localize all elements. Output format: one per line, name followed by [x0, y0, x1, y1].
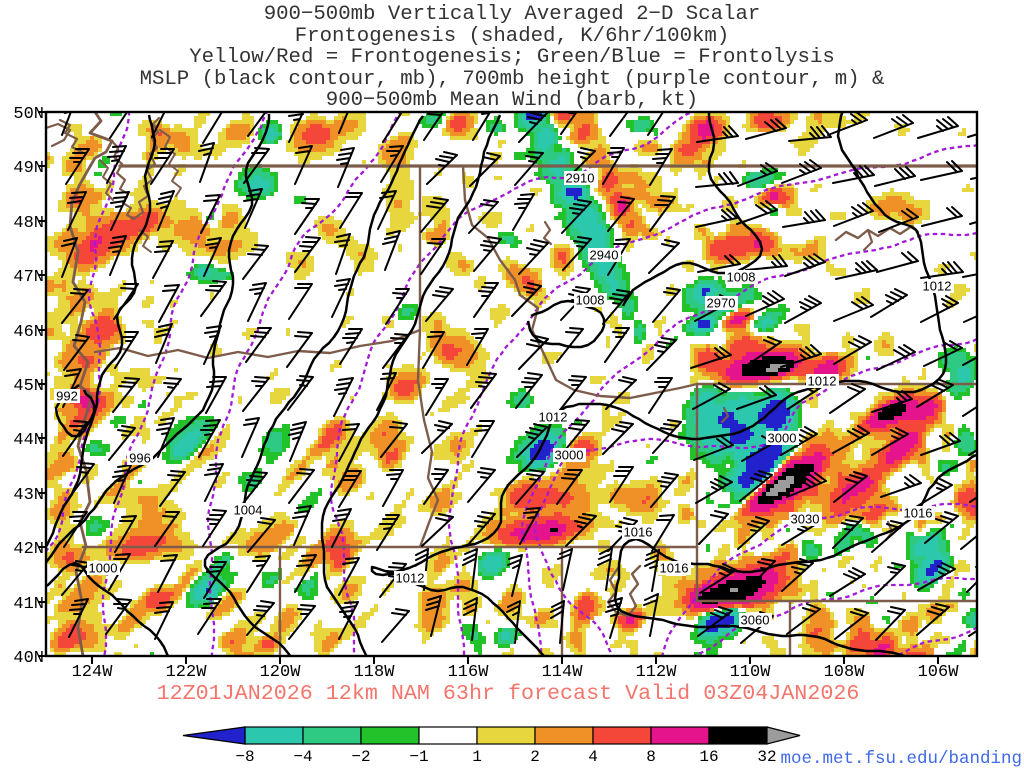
- svg-text:3060: 3060: [741, 613, 770, 628]
- svg-text:3000: 3000: [768, 431, 797, 446]
- svg-text:110W: 110W: [730, 663, 772, 682]
- svg-text:Yellow/Red = Frontogenesis; G: Yellow/Red = Frontogenesis; Green/Blue =…: [189, 46, 835, 69]
- svg-text:2: 2: [530, 748, 540, 766]
- svg-text:1012: 1012: [396, 571, 425, 586]
- svg-text:2940: 2940: [590, 248, 619, 263]
- svg-text:41N: 41N: [13, 595, 44, 614]
- svg-text:49N: 49N: [13, 159, 44, 178]
- svg-text:124W: 124W: [72, 663, 114, 682]
- svg-text:1000: 1000: [89, 561, 118, 576]
- svg-text:108W: 108W: [824, 663, 866, 682]
- svg-text:−1: −1: [409, 748, 428, 766]
- svg-text:45N: 45N: [13, 377, 44, 396]
- svg-text:Frontogenesis (shaded, K/6hr/1: Frontogenesis (shaded, K/6hr/100km): [295, 25, 730, 48]
- svg-text:2910: 2910: [566, 171, 595, 186]
- svg-text:106W: 106W: [918, 663, 960, 682]
- svg-text:1012: 1012: [808, 374, 837, 389]
- svg-text:1012: 1012: [539, 410, 568, 425]
- svg-text:120W: 120W: [260, 663, 302, 682]
- svg-text:900−500mb Vertically Averaged: 900−500mb Vertically Averaged 2−D Scalar: [264, 3, 761, 26]
- svg-text:50N: 50N: [13, 105, 44, 124]
- svg-text:1008: 1008: [576, 293, 605, 308]
- svg-text:12Z01JAN2026 12km NAM 63hr for: 12Z01JAN2026 12km NAM 63hr forecast Vali…: [157, 681, 860, 706]
- svg-text:40N: 40N: [13, 649, 44, 668]
- svg-text:112W: 112W: [636, 663, 678, 682]
- svg-text:47N: 47N: [13, 268, 44, 287]
- svg-text:900−500mb Mean Wind (barb, kt): 900−500mb Mean Wind (barb, kt): [326, 89, 698, 112]
- svg-text:1016: 1016: [904, 506, 933, 521]
- svg-text:48N: 48N: [13, 214, 44, 233]
- svg-text:3030: 3030: [791, 512, 820, 527]
- svg-text:114W: 114W: [542, 663, 584, 682]
- svg-text:moe.met.fsu.edu/banding: moe.met.fsu.edu/banding: [780, 749, 1022, 768]
- svg-text:43N: 43N: [13, 486, 44, 505]
- svg-text:1004: 1004: [234, 503, 263, 518]
- svg-text:MSLP (black contour, mb), 700m: MSLP (black contour, mb), 700mb height (…: [140, 68, 885, 91]
- svg-text:16: 16: [699, 748, 718, 766]
- svg-text:118W: 118W: [354, 663, 396, 682]
- svg-text:−2: −2: [351, 748, 370, 766]
- svg-text:1016: 1016: [624, 525, 653, 540]
- svg-text:46N: 46N: [13, 323, 44, 342]
- svg-text:1012: 1012: [923, 279, 952, 294]
- svg-text:3000: 3000: [555, 448, 584, 463]
- svg-text:116W: 116W: [448, 663, 490, 682]
- svg-text:4: 4: [588, 748, 598, 766]
- svg-text:−4: −4: [293, 748, 312, 766]
- svg-text:122W: 122W: [166, 663, 208, 682]
- svg-text:1: 1: [472, 748, 482, 766]
- svg-text:1016: 1016: [660, 561, 689, 576]
- svg-text:996: 996: [129, 451, 151, 466]
- svg-text:42N: 42N: [13, 540, 44, 559]
- svg-text:8: 8: [646, 748, 656, 766]
- svg-text:32: 32: [757, 748, 776, 766]
- svg-text:−8: −8: [235, 748, 254, 766]
- svg-text:1008: 1008: [727, 270, 756, 285]
- svg-text:44N: 44N: [13, 431, 44, 450]
- svg-text:992: 992: [56, 389, 78, 404]
- svg-text:2970: 2970: [707, 296, 736, 311]
